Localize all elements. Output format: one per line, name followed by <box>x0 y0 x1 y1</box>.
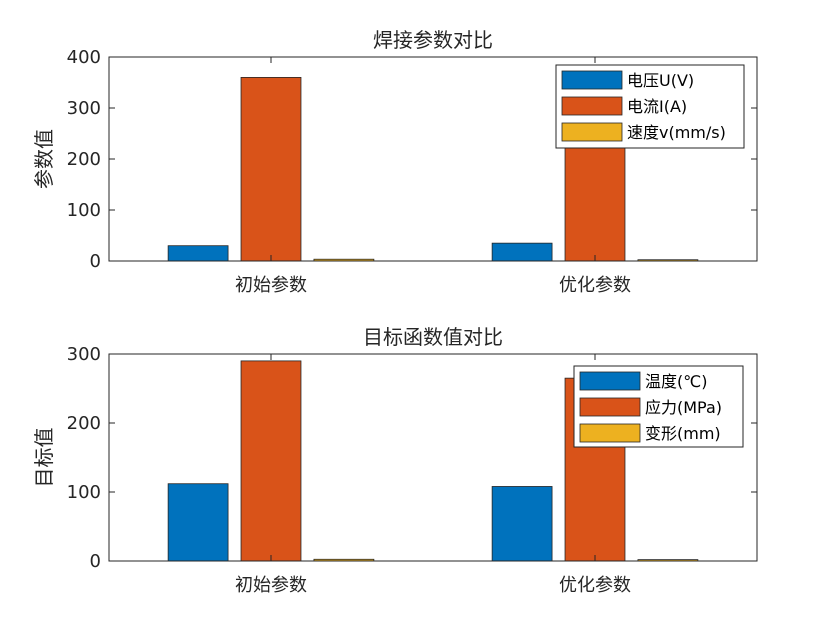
y-tick-label: 100 <box>67 200 101 221</box>
legend: 电压U(V) 电流I(A) 速度v(mm/s) <box>555 64 745 149</box>
chart-title: 目标函数值对比 <box>363 325 503 349</box>
x-tick-label: 初始参数 <box>235 275 307 296</box>
legend-label-3: 变形(mm) <box>645 424 721 443</box>
bar-2-1 <box>240 77 302 262</box>
x-tick-label: 初始参数 <box>235 575 307 596</box>
bar-1-2 <box>491 242 553 262</box>
legend: 温度(℃) 应力(MPa) 变形(mm) <box>573 365 744 448</box>
chart-2: 目标函数值对比 0 100 200 300 初始参数 优化参数 目标值 温度(℃) 应力(MPa)… <box>32 325 758 596</box>
x-tick-label: 优化参数 <box>559 575 631 596</box>
axes-box <box>108 353 758 562</box>
y-tick-label: 0 <box>90 551 101 572</box>
legend-swatch-3 <box>579 423 641 443</box>
y-tick-label: 0 <box>90 251 101 272</box>
legend-label-2: 电流I(A) <box>627 97 687 116</box>
bar-1-1 <box>167 245 229 262</box>
legend-swatch-2 <box>579 397 641 417</box>
legend-swatch-1 <box>561 70 623 90</box>
chart-1: 焊接参数对比 0 100 200 300 400 初始参数 优化参数 参数值 电压U(V) 电流I(… <box>32 28 758 296</box>
y-tick-label: 200 <box>67 149 101 170</box>
legend-swatch-1 <box>579 371 641 391</box>
y-tick-label: 300 <box>67 98 101 119</box>
legend-label-1: 电压U(V) <box>627 71 694 90</box>
bar-1-2 <box>491 486 553 562</box>
y-axis-label: 参数值 <box>32 129 56 189</box>
legend-swatch-3 <box>561 122 623 142</box>
legend-swatch-2 <box>561 96 623 116</box>
legend-label-2: 应力(MPa) <box>645 398 722 417</box>
y-tick-label: 400 <box>67 47 101 68</box>
chart-title: 焊接参数对比 <box>373 28 493 52</box>
legend-label-1: 温度(℃) <box>645 372 707 391</box>
bar-2-1 <box>240 360 302 562</box>
y-tick-label: 100 <box>67 482 101 503</box>
y-tick-label: 300 <box>67 344 101 365</box>
bar-1-1 <box>167 483 229 562</box>
legend-label-3: 速度v(mm/s) <box>627 123 726 142</box>
y-tick-label: 200 <box>67 413 101 434</box>
x-tick-label: 优化参数 <box>559 275 631 296</box>
y-axis-label: 目标值 <box>32 428 56 488</box>
